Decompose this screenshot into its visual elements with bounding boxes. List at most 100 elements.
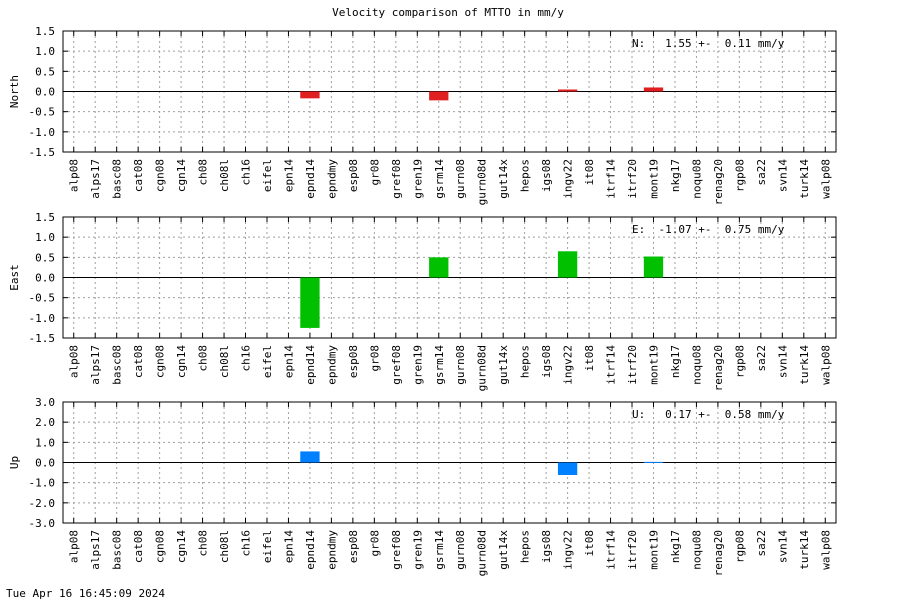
x-tick-label: rgp08 bbox=[733, 159, 746, 192]
x-tick-label: sa22 bbox=[755, 530, 768, 557]
x-tick-label: gut14x bbox=[497, 530, 510, 570]
x-tick-label: gr08 bbox=[368, 530, 381, 557]
x-tick-label: cgn14 bbox=[175, 159, 188, 192]
x-tick-label: epndmy bbox=[325, 530, 338, 570]
x-tick-label: ingv22 bbox=[562, 159, 575, 199]
x-tick-label: esp08 bbox=[347, 530, 360, 563]
y-tick-label: -0.5 bbox=[29, 292, 56, 305]
x-tick-label: epn14 bbox=[282, 530, 295, 563]
bar bbox=[300, 451, 320, 463]
chart-title: Velocity comparison of MTTO in mm/y bbox=[332, 6, 564, 19]
x-tick-label: noqu08 bbox=[690, 159, 703, 199]
x-tick-label: cgn08 bbox=[154, 345, 167, 378]
x-tick-label: epndmy bbox=[325, 345, 338, 385]
x-tick-label: basc08 bbox=[111, 530, 124, 570]
x-tick-label: epnd14 bbox=[304, 530, 317, 570]
panel-up: 3.0 2.0 1.0 0.0 -1.0 -2.0 -3.0 alp08 alps17 basc0… bbox=[8, 396, 837, 576]
y-tick-label: -1.5 bbox=[29, 332, 56, 345]
y-tick-label: 0.0 bbox=[35, 86, 55, 99]
x-tick-label: gref08 bbox=[390, 159, 403, 199]
x-tick-label: basc08 bbox=[111, 345, 124, 385]
x-tick-label: esp08 bbox=[347, 345, 360, 378]
x-tick-label: gurn08d bbox=[476, 159, 489, 205]
plot-frame bbox=[62, 401, 837, 524]
x-tick-label: noqu08 bbox=[690, 530, 703, 570]
x-tick-label: gsrm14 bbox=[433, 159, 446, 199]
x-tick-label: gren19 bbox=[411, 345, 424, 385]
x-tick-label: alps17 bbox=[89, 345, 102, 385]
y-tick-label: 1.0 bbox=[35, 436, 55, 449]
x-tick-label: ch08 bbox=[197, 345, 210, 372]
bar bbox=[557, 462, 578, 476]
y-tick-label: 3.0 bbox=[35, 396, 55, 409]
x-tick-label: sa22 bbox=[755, 159, 768, 186]
x-tick-label: epnd14 bbox=[304, 345, 317, 385]
x-tick-label: ch16 bbox=[240, 345, 253, 372]
x-tick-label: alp08 bbox=[68, 530, 81, 563]
x-tick-label: ch08l bbox=[218, 345, 231, 378]
x-tick-label: noqu08 bbox=[690, 345, 703, 385]
x-tick-label: gr08 bbox=[368, 159, 381, 186]
x-tick-label: rgp08 bbox=[733, 530, 746, 563]
x-tick-label: eifel bbox=[261, 530, 274, 563]
x-tick-label: itrf20 bbox=[626, 530, 639, 570]
x-tick-label: hepos bbox=[519, 345, 532, 378]
panel-north: 1.5 1.0 0.5 0.0 -0.5 -1.0 -1.5 alp08 alps17 basc0… bbox=[8, 25, 837, 205]
x-tick-label: ch08l bbox=[218, 530, 231, 563]
bar bbox=[643, 87, 664, 92]
y-tick-label: 0.5 bbox=[35, 65, 55, 78]
x-tick-label: gr08 bbox=[368, 345, 381, 372]
y-tick-label: -0.5 bbox=[29, 106, 56, 119]
x-tick-label: gref08 bbox=[390, 530, 403, 570]
x-tick-label: itrf14 bbox=[605, 345, 618, 385]
y-tick-label: 0.5 bbox=[35, 251, 55, 264]
x-tick-label: cat08 bbox=[132, 345, 145, 378]
x-tick-label: cgn08 bbox=[154, 159, 167, 192]
bar bbox=[557, 89, 578, 92]
x-tick-label: turk14 bbox=[798, 159, 811, 199]
x-tick-label: hepos bbox=[519, 530, 532, 563]
x-tick-label: svn14 bbox=[776, 159, 789, 192]
x-tick-label: itrf20 bbox=[626, 345, 639, 385]
y-tick-label: -1.0 bbox=[29, 312, 56, 325]
x-tick-label: ch16 bbox=[240, 159, 253, 186]
timestamp-footer: Tue Apr 16 16:45:09 2024 bbox=[6, 587, 165, 600]
x-tick-label: epn14 bbox=[282, 345, 295, 378]
x-tick-label: gurn08 bbox=[454, 159, 467, 199]
x-tick-label: gut14x bbox=[497, 345, 510, 385]
x-tick-label: itrf14 bbox=[605, 530, 618, 570]
x-tick-label: cgn14 bbox=[175, 345, 188, 378]
y-axis-label: East bbox=[8, 264, 21, 291]
x-tick-label: igs08 bbox=[540, 159, 553, 192]
y-tick-label: -3.0 bbox=[29, 517, 56, 530]
x-tick-label: svn14 bbox=[776, 345, 789, 378]
x-tick-label: gref08 bbox=[390, 345, 403, 385]
panel-east: 1.5 1.0 0.5 0.0 -0.5 -1.0 -1.5 alp08 alps17 basc0… bbox=[8, 211, 837, 391]
x-tick-label: hepos bbox=[519, 159, 532, 192]
y-tick-label: -1.0 bbox=[29, 477, 56, 490]
y-tick-label: 1.5 bbox=[35, 25, 55, 38]
y-axis-label: North bbox=[8, 75, 21, 108]
bar bbox=[643, 256, 664, 278]
x-tick-label: ch16 bbox=[240, 530, 253, 557]
x-tick-label: alp08 bbox=[68, 345, 81, 378]
x-tick-label: alps17 bbox=[89, 530, 102, 570]
x-tick-label: gren19 bbox=[411, 159, 424, 199]
x-tick-label: walp08 bbox=[819, 159, 832, 199]
x-tick-label: ch08 bbox=[197, 530, 210, 557]
plot-frame bbox=[62, 216, 837, 339]
bar bbox=[557, 251, 578, 278]
x-tick-label: cat08 bbox=[132, 530, 145, 563]
stats-annotation: N: 1.55 +- 0.11 mm/y bbox=[632, 37, 785, 50]
x-tick-label: gurn08 bbox=[454, 530, 467, 570]
x-tick-label: cat08 bbox=[132, 159, 145, 192]
x-tick-label: itrf20 bbox=[626, 159, 639, 199]
x-tick-label: turk14 bbox=[798, 345, 811, 385]
x-tick-label: svn14 bbox=[776, 530, 789, 563]
x-tick-label: cgn14 bbox=[175, 530, 188, 563]
x-tick-label: mont19 bbox=[647, 530, 660, 570]
x-tick-label: gsrm14 bbox=[433, 345, 446, 385]
y-tick-label: 1.0 bbox=[35, 231, 55, 244]
x-tick-label: renag20 bbox=[712, 345, 725, 391]
